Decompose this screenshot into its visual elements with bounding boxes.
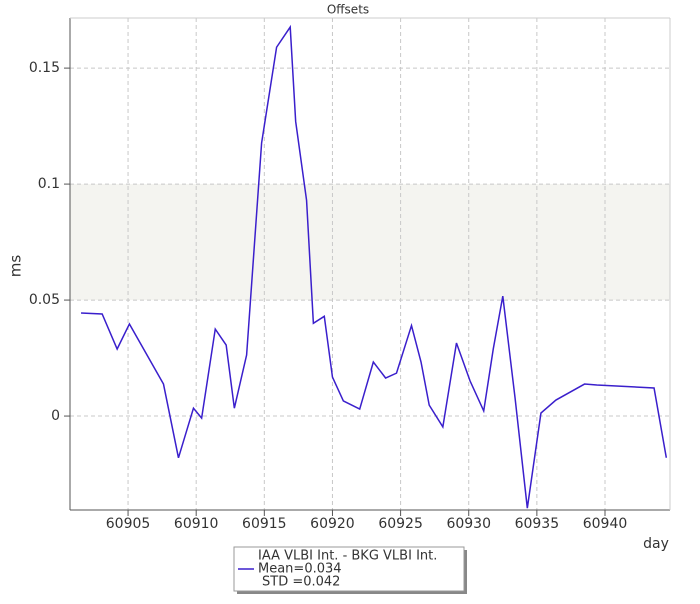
x-tick-label: 60905 [106, 516, 151, 532]
x-tick-label: 60915 [242, 516, 287, 532]
x-tick-label: 60935 [515, 516, 560, 532]
series-line [81, 24, 668, 509]
legend-stat: STD =0.042 [262, 575, 340, 590]
legend: IAA VLBI Int. - BKG VLBI Int. Mean=0.034… [233, 546, 467, 594]
y-tick-label: 0.15 [29, 60, 60, 76]
legend-entry: IAA VLBI Int. - BKG VLBI Int. [258, 549, 437, 564]
shaded-band [70, 184, 670, 301]
y-tick-label: 0 [51, 408, 60, 424]
x-tick-label: 60940 [583, 516, 628, 532]
y-tick-label: 0.1 [38, 176, 60, 192]
plot-area: 0 0.05 0.1 0.15 60905 60910 60915 60920 60925 609… [29, 17, 671, 532]
y-tick-label: 0.05 [29, 292, 60, 308]
legend-stat: Mean=0.034 [258, 562, 342, 577]
x-tick-label: 60920 [310, 516, 355, 532]
x-axis-label: day [643, 536, 669, 552]
chart-title: Offsets [327, 3, 369, 17]
x-tick-label: 60910 [174, 516, 219, 532]
x-tick-label: 60930 [446, 516, 491, 532]
legend-box [233, 546, 465, 592]
y-axis-label: ms [7, 255, 25, 278]
x-tick-label: 60925 [378, 516, 423, 532]
